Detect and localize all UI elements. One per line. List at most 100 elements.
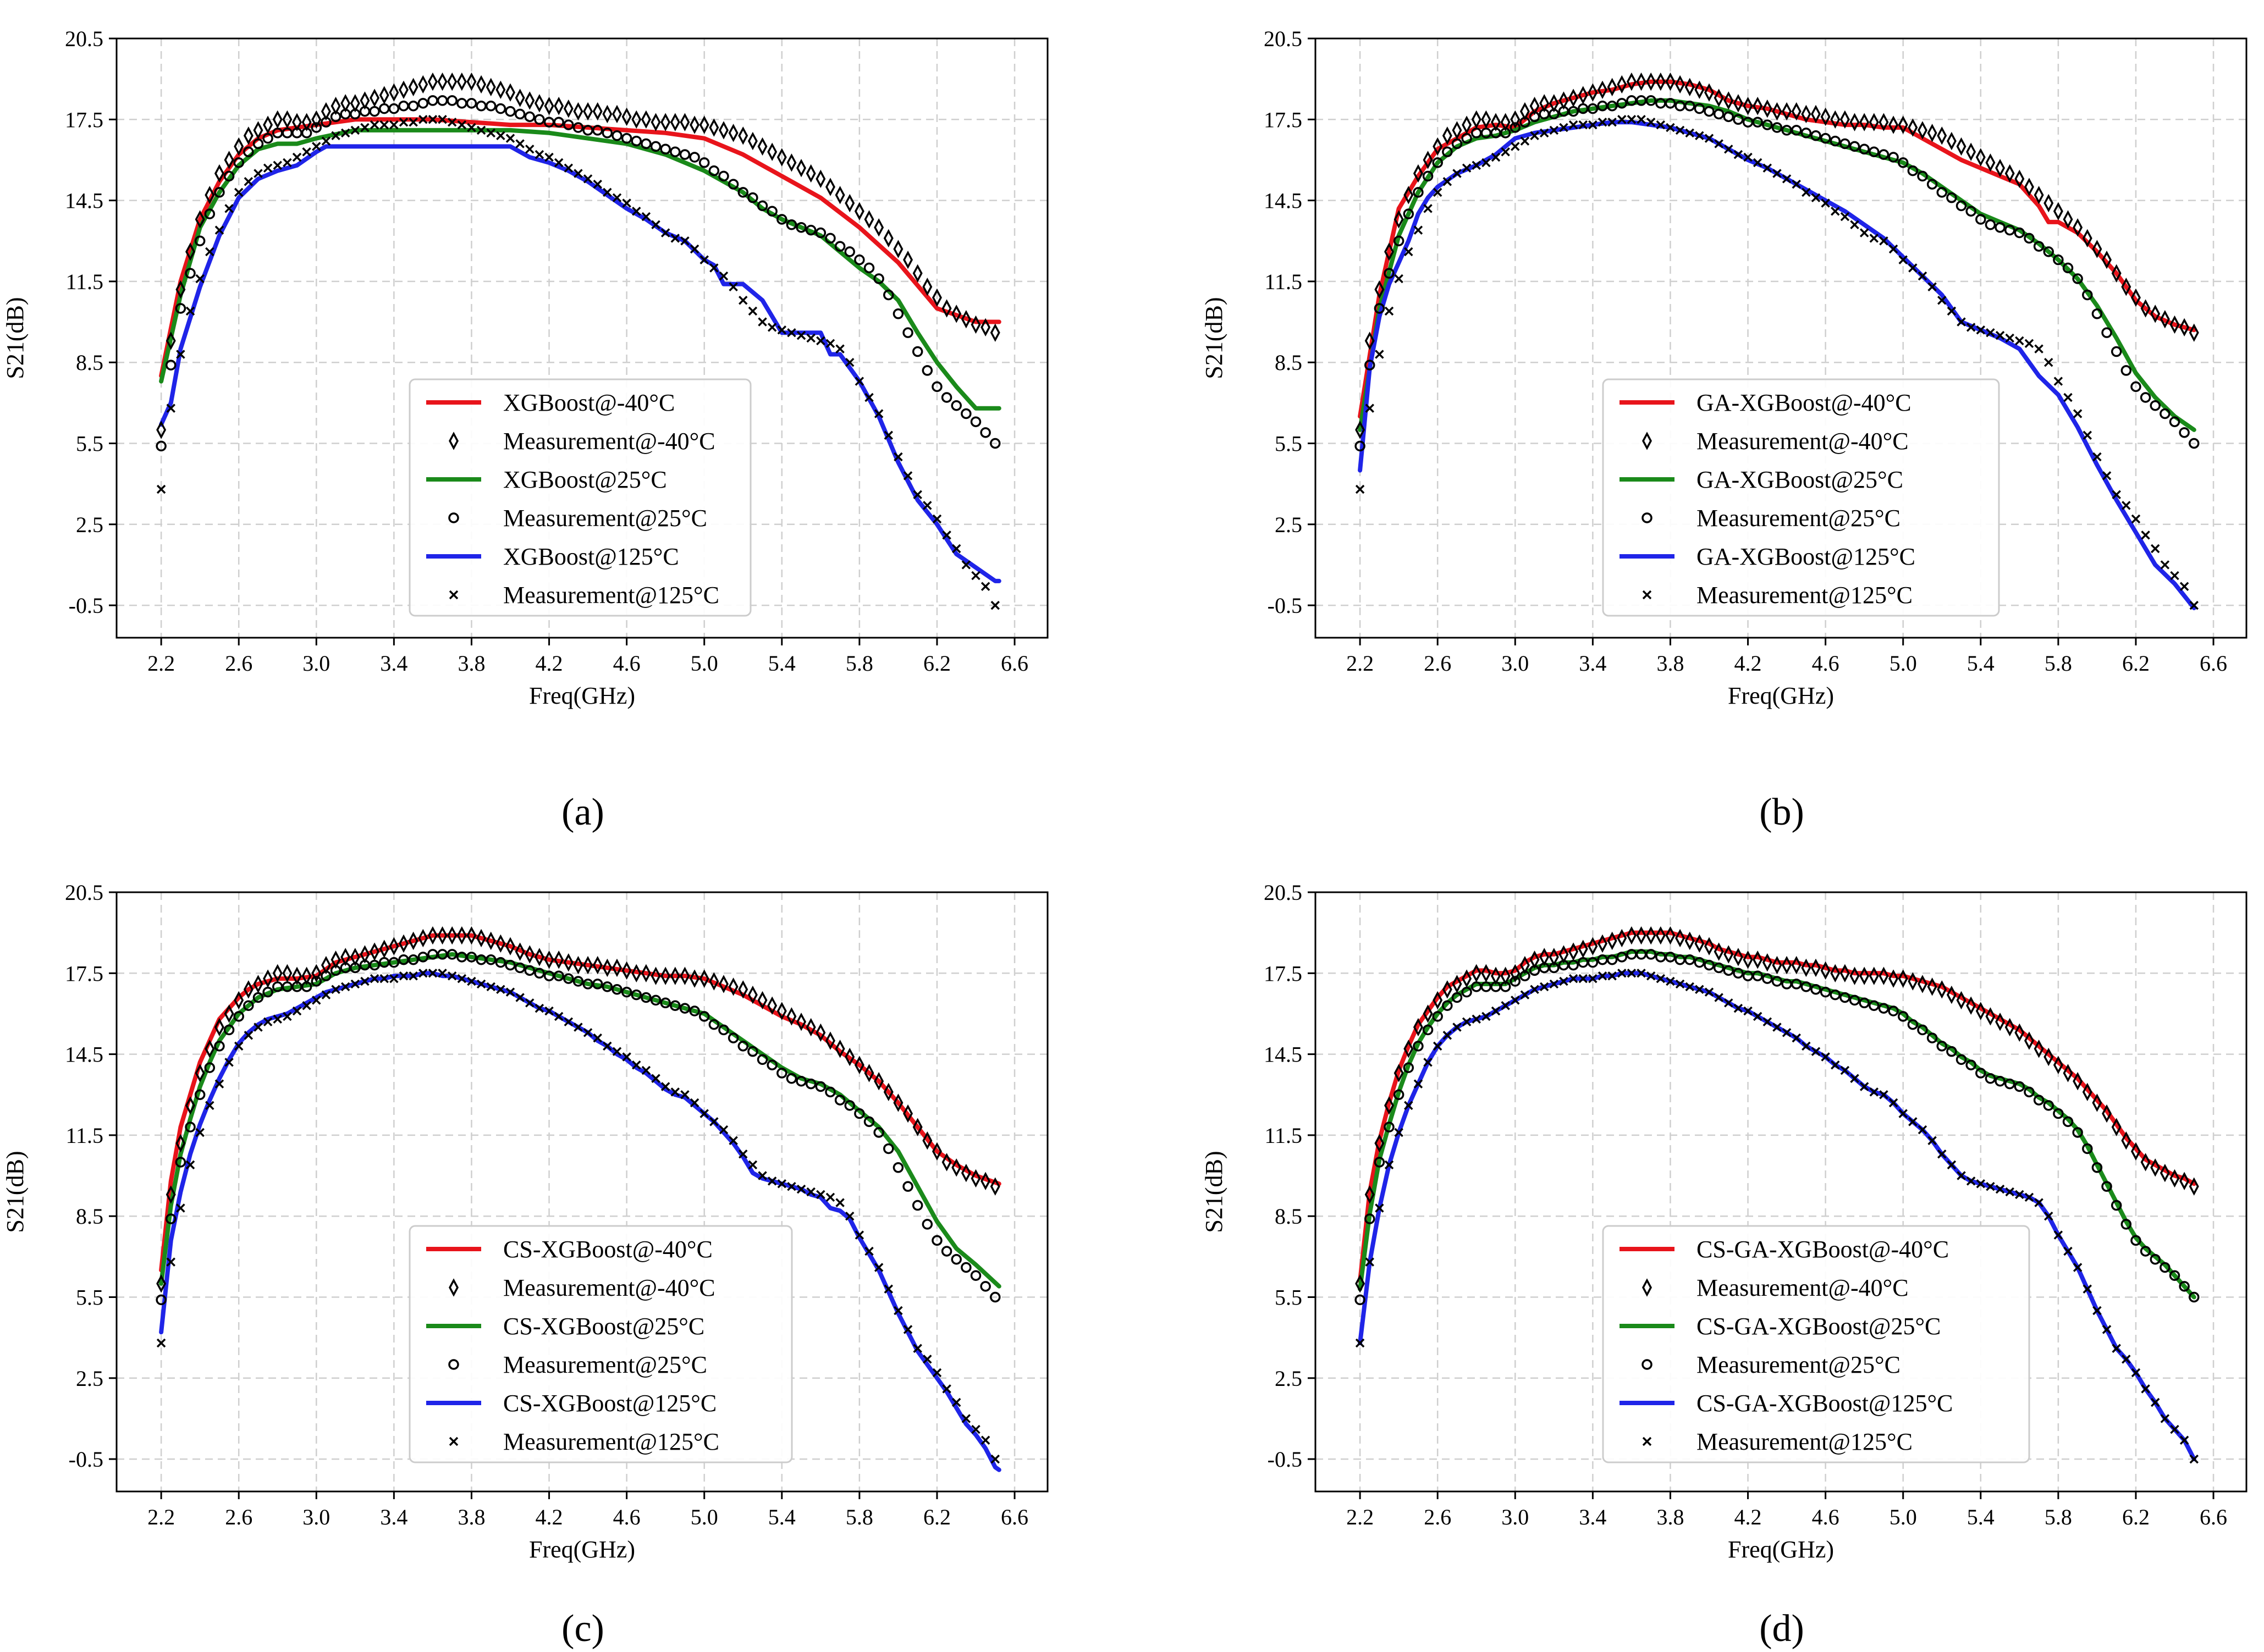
data-point [544, 152, 554, 162]
y-tick-label: 17.5 [65, 107, 103, 132]
data-point [243, 980, 254, 999]
data-point [1355, 1274, 1365, 1293]
data-point [728, 1032, 739, 1043]
data-point [1433, 991, 1443, 1010]
data-point [1704, 134, 1714, 143]
data-point [1607, 117, 1617, 127]
data-point [1723, 111, 1734, 123]
data-point [1539, 982, 1549, 992]
x-tick-label: 5.4 [1967, 651, 1995, 676]
data-point [1568, 89, 1579, 107]
data-point [1451, 138, 1463, 150]
data-point [534, 114, 545, 125]
y-tick-label: 14.5 [1264, 1042, 1302, 1067]
data-point [302, 1001, 311, 1010]
data-point [806, 1018, 816, 1037]
data-point [340, 128, 350, 138]
series-line [159, 933, 1001, 1273]
data-point [1791, 125, 1802, 136]
data-point [525, 91, 535, 110]
data-point [1733, 1003, 1743, 1013]
data-point [602, 981, 613, 992]
data-point [942, 1384, 951, 1394]
data-point [622, 1052, 631, 1062]
data-point [447, 72, 458, 91]
data-point [816, 1190, 825, 1200]
data-point [466, 926, 477, 945]
data-point [806, 1187, 816, 1197]
data-point [1529, 965, 1540, 976]
data-point [709, 972, 719, 991]
data-point [544, 1006, 554, 1016]
data-point [650, 994, 662, 1006]
data-point [1549, 979, 1559, 989]
data-point [2043, 1047, 2054, 1067]
data-point [1995, 1012, 2006, 1031]
data-point [2091, 1162, 2103, 1173]
data-point [1413, 1079, 1423, 1089]
data-point [680, 113, 690, 131]
y-tick-label: -0.5 [69, 1447, 103, 1472]
data-point [1947, 306, 1957, 316]
data-point [1802, 187, 1811, 197]
data-point [1607, 78, 1617, 97]
data-point [1820, 132, 1831, 144]
data-point [602, 104, 613, 124]
data-point [1743, 1006, 1753, 1016]
data-point [2169, 315, 2180, 334]
data-point [2072, 273, 2083, 284]
data-point [709, 1117, 719, 1126]
data-point [970, 416, 982, 427]
data-point [690, 244, 699, 254]
data-point [903, 471, 913, 480]
data-point [1927, 1136, 1937, 1145]
data-point [2005, 333, 2014, 343]
data-point [156, 1274, 167, 1293]
data-point [1374, 1157, 1385, 1168]
data-point [834, 1095, 846, 1106]
legend: GA-XGBoost@-40°C Measurement@-40°C GA-XGBo… [1602, 378, 2000, 617]
data-point [1879, 1090, 1888, 1100]
data-point [447, 971, 457, 981]
chart-panel: 2.2 2.6 3.0 3.4 3.8 4.2 4.6 5.0 5.4 5.8 6.2 6.6 -0.5… [1200, 26, 2248, 709]
data-point [757, 991, 768, 1010]
data-point [2131, 514, 2141, 524]
data-point [2014, 169, 2025, 189]
data-point [1598, 80, 1607, 99]
data-point [1510, 122, 1521, 133]
data-point [583, 955, 593, 975]
data-point [525, 998, 535, 1008]
data-point [1947, 1160, 1957, 1170]
data-point [2189, 323, 2199, 342]
data-point [360, 976, 370, 986]
data-point [816, 1023, 826, 1042]
data-point [1588, 120, 1598, 130]
data-point [1684, 100, 1695, 112]
data-point [379, 120, 389, 130]
data-point [932, 1368, 942, 1378]
data-point [524, 965, 536, 976]
data-point [796, 330, 806, 340]
data-point [602, 958, 613, 977]
legend-label: Measurement@-40°C [1696, 1274, 1909, 1301]
data-point [254, 1023, 263, 1032]
data-point [1568, 959, 1579, 971]
data-point [670, 1087, 680, 1097]
data-point [1394, 1128, 1403, 1137]
data-point [1898, 255, 1908, 264]
data-point [2082, 229, 2092, 248]
data-point [825, 339, 835, 349]
data-point [486, 931, 496, 951]
data-point [2179, 1281, 2190, 1292]
data-point [1471, 110, 1481, 129]
data-point [1946, 131, 1957, 151]
data-point [1627, 969, 1637, 978]
data-point [912, 1118, 923, 1136]
data-point [708, 1019, 720, 1030]
data-point [166, 331, 176, 350]
data-point [660, 143, 671, 155]
data-point [1501, 147, 1510, 157]
data-point [690, 969, 700, 988]
data-point [739, 1150, 748, 1159]
y-tick-label: 20.5 [1264, 26, 1302, 51]
